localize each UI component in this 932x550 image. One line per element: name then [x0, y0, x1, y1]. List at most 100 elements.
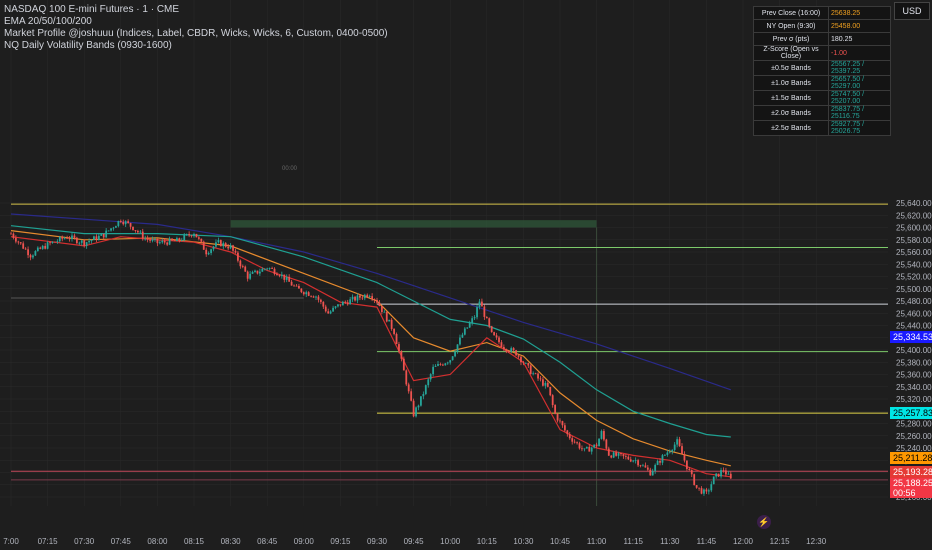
- candle-body: [500, 342, 503, 347]
- currency-selector[interactable]: USD: [894, 2, 930, 20]
- candle-body: [359, 295, 361, 298]
- candle-body: [283, 274, 286, 280]
- candle-body: [566, 430, 569, 435]
- candle-body: [107, 230, 110, 232]
- candle-body: [332, 307, 334, 312]
- grid: [0, 0, 888, 506]
- candle-body: [615, 452, 618, 456]
- candle-body: [510, 348, 513, 352]
- candle-body: [554, 405, 557, 414]
- candle-body: [561, 421, 564, 426]
- candle-body: [83, 240, 86, 246]
- candle-body: [461, 334, 464, 338]
- candle-body: [515, 350, 517, 356]
- volatility-bands-label[interactable]: NQ Daily Volatility Bands (0930-1600): [4, 40, 172, 51]
- candle-body: [312, 296, 315, 298]
- candle-body: [112, 227, 115, 229]
- level-lines: [11, 203, 888, 481]
- candle-body: [322, 301, 325, 307]
- candle-body: [127, 221, 130, 223]
- candle-body: [642, 465, 644, 467]
- candle-body: [256, 270, 259, 274]
- candle-body: [573, 441, 576, 443]
- ema200-line: [10, 213, 731, 391]
- candle-body: [90, 240, 93, 242]
- candle-body: [288, 276, 291, 282]
- candle-body: [156, 238, 159, 244]
- candle-body: [434, 365, 437, 367]
- volatility-stats-table: Prev Close (16:00) 25638.25 NY Open (9:30)…: [753, 6, 891, 136]
- time-tick-label: 09:45: [404, 537, 425, 546]
- ema-indicator-label[interactable]: EMA 20/50/100/200: [4, 16, 92, 27]
- candle-body: [302, 292, 305, 295]
- time-tick-label: 09:00: [294, 537, 315, 546]
- candle-body: [149, 239, 151, 241]
- time-tick-label: 08:45: [257, 537, 278, 546]
- candle-body: [410, 391, 413, 401]
- candle-body: [136, 230, 139, 233]
- time-tick-label: 10:15: [477, 537, 498, 546]
- candle-body: [637, 460, 639, 466]
- candle-body: [673, 444, 676, 450]
- candle-body: [276, 274, 278, 276]
- candle-body: [459, 337, 461, 345]
- candle-body: [671, 449, 674, 452]
- candle-body: [493, 332, 496, 336]
- candle-body: [456, 344, 459, 352]
- stats-label: ±0.5σ Bands: [753, 60, 829, 76]
- candle-body: [22, 243, 25, 249]
- stats-row: Prev σ (pts) 180.25: [753, 32, 891, 46]
- time-axis[interactable]: 7:00 07:15 07:30 07:45 08:00 08:15 08:30 08:45 0…: [0, 506, 932, 550]
- market-profile-label[interactable]: Market Profile @joshuuu (Indices, Label,…: [4, 28, 388, 39]
- candle-body: [354, 296, 356, 301]
- candle-body: [717, 473, 720, 477]
- candle-body: [151, 239, 154, 241]
- ema200-price-tag: 25,334.53: [890, 331, 932, 343]
- candle-body: [393, 328, 395, 334]
- time-tick-label: 09:15: [330, 537, 351, 546]
- candle-body: [351, 296, 354, 300]
- candle-body: [578, 443, 581, 449]
- candle-body: [212, 246, 215, 250]
- candle-body: [517, 355, 520, 357]
- price-tick-label: 25,520.00: [896, 273, 932, 282]
- candle-body: [261, 268, 264, 272]
- candle-body: [539, 378, 542, 380]
- candle-body: [124, 221, 127, 225]
- time-tick-label: 11:30: [660, 537, 680, 546]
- candle-body: [520, 356, 522, 363]
- candle-body: [471, 318, 474, 323]
- candle-body: [339, 304, 342, 306]
- candle-body: [495, 335, 498, 338]
- candle-body: [305, 292, 308, 295]
- candle-body: [154, 238, 156, 240]
- candle-body: [263, 268, 266, 270]
- candle-body: [368, 296, 371, 298]
- candle-body: [17, 241, 20, 243]
- candle-body: [507, 351, 510, 353]
- candle-body: [644, 465, 647, 468]
- candle-body: [454, 351, 456, 357]
- candle-body: [551, 395, 554, 406]
- stats-value: 25837.75 / 25116.75: [828, 105, 891, 121]
- candle-body: [688, 468, 691, 471]
- time-tick-label: 08:15: [184, 537, 205, 546]
- candle-body: [693, 474, 696, 486]
- stats-label: ±1.5σ Bands: [753, 90, 829, 106]
- candle-body: [315, 296, 317, 298]
- candle-body: [700, 488, 703, 494]
- lightning-icon[interactable]: ⚡: [757, 515, 771, 529]
- candle-body: [310, 295, 313, 297]
- candle-body: [395, 333, 398, 345]
- candle-body: [307, 292, 310, 296]
- symbol-title[interactable]: NASDAQ 100 E-mini Futures · 1 · CME: [4, 4, 180, 15]
- price-tick-label: 25,440.00: [896, 322, 932, 331]
- stats-value: 25657.50 / 25297.00: [828, 75, 891, 91]
- candle-body: [68, 238, 71, 240]
- candle-body: [532, 373, 535, 375]
- candle-body: [524, 363, 527, 364]
- candle-body: [258, 271, 261, 274]
- candle-body: [664, 454, 666, 456]
- candle-body: [80, 240, 83, 243]
- candle-body: [703, 489, 705, 494]
